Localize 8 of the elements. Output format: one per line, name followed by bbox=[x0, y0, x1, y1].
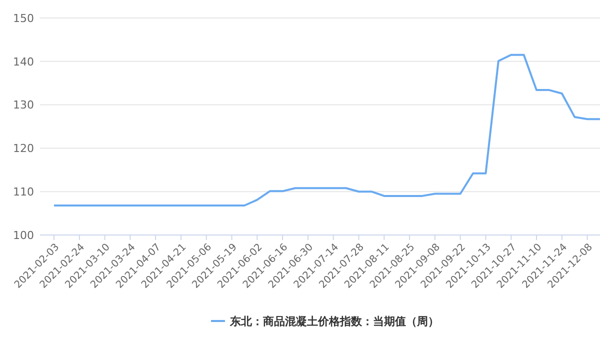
y-tick-label: 150 bbox=[13, 12, 34, 25]
legend-label: 东北：商品混凝土价格指数：当期值（周） bbox=[229, 314, 439, 328]
y-tick-label: 120 bbox=[13, 142, 34, 156]
y-tick-label: 100 bbox=[13, 228, 34, 242]
y-tick-label: 140 bbox=[13, 55, 34, 68]
y-tick-label: 130 bbox=[13, 98, 34, 112]
line-series bbox=[53, 54, 601, 206]
y-tick-label: 110 bbox=[13, 185, 34, 198]
